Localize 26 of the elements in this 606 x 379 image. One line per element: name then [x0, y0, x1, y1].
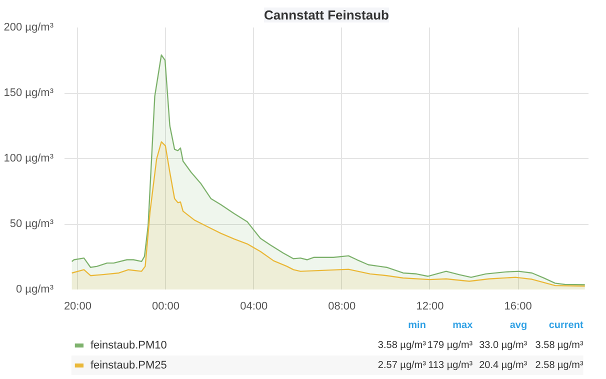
text: current [548, 320, 584, 331]
text: 113 µg/m³ [428, 360, 474, 371]
x-tick-label: 16:00 [504, 300, 532, 312]
legend-label: feinstaub.PM10 [90, 340, 167, 352]
text: max [452, 320, 474, 331]
x-tick-label: 08:00 [328, 300, 356, 312]
x-tick-label: 00:00 [152, 300, 180, 312]
text: 179 µg/m³ [427, 340, 474, 351]
y-tick-label: 200 µg/m³ [4, 22, 54, 34]
chart-title: Cannstatt Feinstaub [264, 8, 390, 22]
x-tick-label: 12:00 [416, 300, 444, 312]
y-tick-label: 50 µg/m³ [10, 218, 54, 230]
text: 20.4 µg/m³ [479, 360, 528, 371]
y-tick-label: 100 µg/m³ [4, 152, 54, 164]
y-tick-label: 150 µg/m³ [4, 87, 54, 99]
text: 2.58 µg/m³ [535, 360, 584, 371]
x-tick-label: 04:00 [240, 300, 268, 312]
text: 2.57 µg/m³ [378, 360, 427, 371]
text: 33.0 µg/m³ [479, 340, 528, 351]
text: 3.58 µg/m³ [378, 340, 427, 351]
text: min [408, 320, 426, 331]
y-tick-label: 0 µg/m³ [16, 284, 54, 296]
text: avg [510, 320, 528, 331]
text: 3.58 µg/m³ [535, 340, 584, 351]
x-tick-label: 20:00 [64, 300, 92, 312]
legend-label: feinstaub.PM25 [90, 360, 167, 372]
